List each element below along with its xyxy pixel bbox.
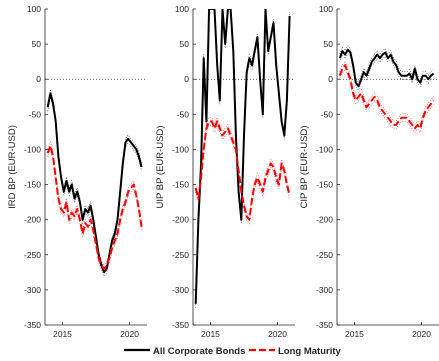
y-tick-label: -150 <box>316 180 333 190</box>
series-long-maturity <box>46 140 143 274</box>
y-tick-label: -350 <box>172 320 189 330</box>
chart-panels: 100 50 0 -50 -100 -150 -200 -250 -300 -350 2015 202… <box>7 4 439 339</box>
series-band-long-maturity <box>339 68 434 134</box>
series-line-all-corporate-bonds <box>338 48 435 88</box>
x-tick-label: 2020 <box>268 329 287 339</box>
y-tick-label: -50 <box>321 109 334 119</box>
legend-label-long-maturity: Long Maturity <box>278 346 342 356</box>
x-tick-label: 2015 <box>345 329 364 339</box>
y-tick-label: -300 <box>172 285 189 295</box>
y-axis-label: CIP BP (EUR-USD) <box>299 125 310 208</box>
y-tick-label: -250 <box>24 250 41 260</box>
y-tick-label: 50 <box>32 39 42 49</box>
y-tick-label: -300 <box>316 285 333 295</box>
series-band-all-corporate-bonds <box>339 53 434 91</box>
y-tick-label: -50 <box>177 109 190 119</box>
y-tick-label: 50 <box>324 39 334 49</box>
series-line-long-maturity <box>194 120 291 221</box>
series-long-maturity <box>194 116 291 225</box>
panel-1: 100 50 0 -50 -100 -150 -200 -250 -300 -350 2015 202… <box>7 4 147 339</box>
series-all-corporate-bonds <box>194 9 291 308</box>
y-tick-label: -200 <box>316 215 333 225</box>
y-tick-label: -100 <box>316 144 333 154</box>
y-tick-label: 50 <box>180 39 190 49</box>
y-axis-label: IRD BP (EUR-USD) <box>7 125 18 209</box>
series-line-all-corporate-bonds <box>46 92 143 274</box>
y-tick-label: -200 <box>24 215 41 225</box>
y-tick-label: -350 <box>316 320 333 330</box>
y-tick-label: 100 <box>175 4 189 14</box>
y-tick-label: -250 <box>172 250 189 260</box>
y-tick-label: 0 <box>184 74 189 84</box>
y-axis-label: UIP BP (EUR-USD) <box>155 125 166 208</box>
y-tick-label: -150 <box>172 180 189 190</box>
x-tick-label: 2020 <box>412 329 431 339</box>
series-all-corporate-bonds <box>338 45 435 91</box>
y-tick-label: -200 <box>172 215 189 225</box>
series-band-long-maturity <box>195 116 290 217</box>
legend-label-all-corporate-bonds: All Corporate Bonds <box>153 346 245 356</box>
y-tick-label: -100 <box>24 144 41 154</box>
x-tick-label: 2015 <box>53 329 72 339</box>
series-line-long-maturity <box>338 64 435 130</box>
x-tick-label: 2020 <box>120 329 139 339</box>
y-tick-label: -250 <box>316 250 333 260</box>
legend: All Corporate Bonds Long Maturity <box>124 346 342 357</box>
series-line-all-corporate-bonds <box>194 9 291 304</box>
series-band-all-corporate-bonds <box>47 89 142 269</box>
y-tick-label: 100 <box>319 4 333 14</box>
y-tick-label: -350 <box>24 320 41 330</box>
y-tick-label: -50 <box>29 109 42 119</box>
y-tick-label: 0 <box>36 74 41 84</box>
series-long-maturity <box>338 60 435 134</box>
x-tick-label: 2015 <box>201 329 220 339</box>
y-tick-label: -150 <box>24 180 41 190</box>
y-tick-label: -100 <box>172 144 189 154</box>
y-tick-label: -300 <box>24 285 41 295</box>
series-line-long-maturity <box>46 144 143 270</box>
panel-2: 100 50 0 -50 -100 -150 -200 -250 -300 -350 2015 202… <box>155 4 295 339</box>
panel-3: 100 50 0 -50 -100 -150 -200 -250 -300 -350 2015 202… <box>299 4 439 339</box>
y-tick-label: 0 <box>328 74 333 84</box>
series-band-long-maturity <box>339 60 434 126</box>
series-all-corporate-bonds <box>46 89 143 277</box>
y-tick-label: 100 <box>27 4 41 14</box>
series-band-all-corporate-bonds <box>339 45 434 83</box>
